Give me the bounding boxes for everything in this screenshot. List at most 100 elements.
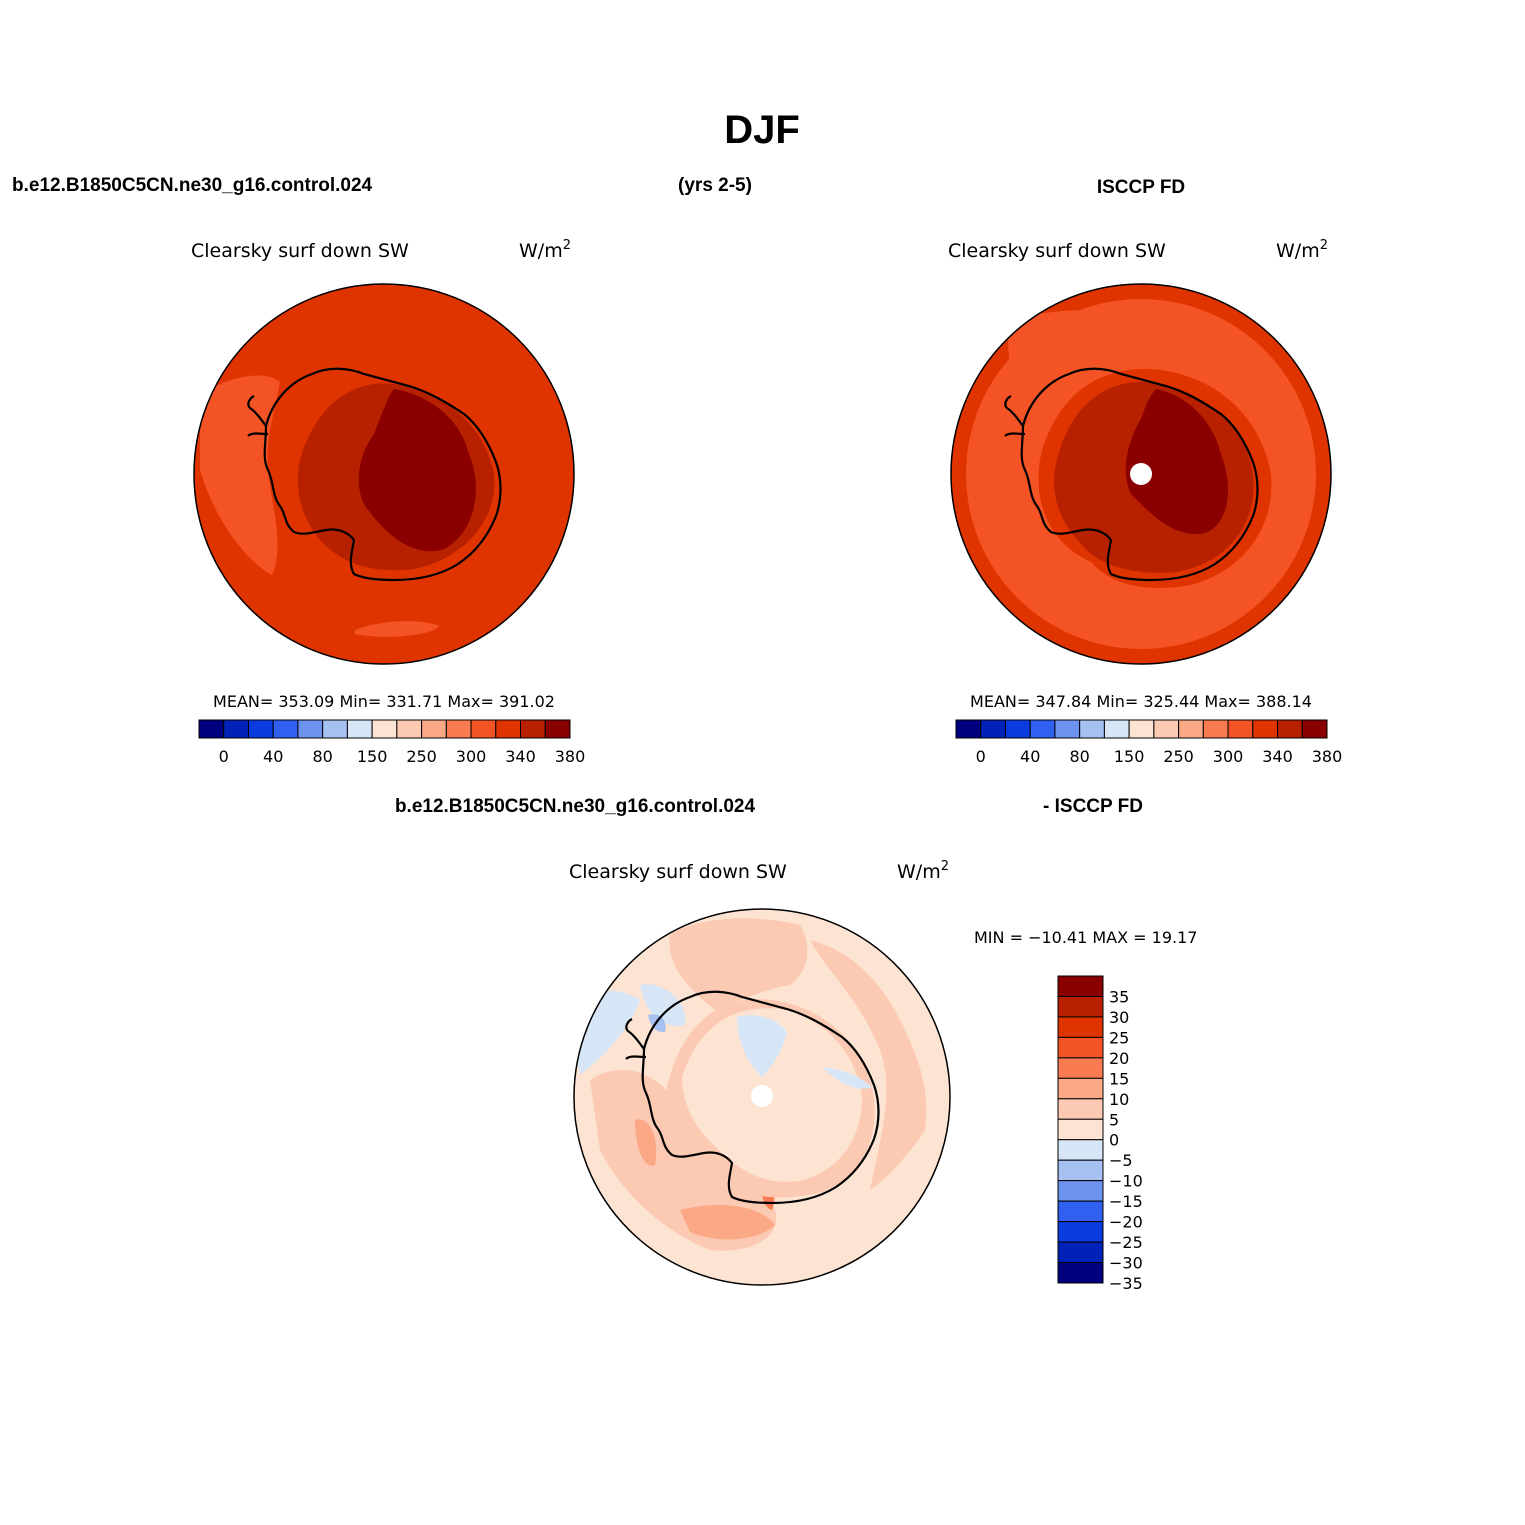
diff-colorbar-tick-label: −10 [1109, 1172, 1143, 1191]
obs-name-label: ISCCP FD [1097, 177, 1185, 198]
obs-map-field [951, 284, 1331, 664]
diff-stats-label: MIN = −10.41 MAX = 19.17 [974, 928, 1197, 947]
obs-colorbar-box [1029, 719, 1056, 739]
model-colorbar-box [371, 719, 398, 739]
model-stats-label: MEAN= 353.09 Min= 331.71 Max= 391.02 [213, 692, 555, 711]
obs-colorbar-box [1079, 719, 1105, 739]
obs-colorbar-box [1178, 719, 1204, 739]
obs-colorbar-box [1277, 719, 1303, 739]
diff-colorbar-box [1057, 1016, 1104, 1038]
model-colorbar-box [421, 719, 447, 739]
obs-colorbar-box [1128, 719, 1155, 739]
diff-units-label: W/m2 [897, 859, 949, 883]
diff-colorbar-tick-label: 10 [1109, 1090, 1129, 1109]
diff-case-name-label: b.e12.B1850C5CN.ne30_g16.control.024 [395, 796, 756, 817]
obs-colorbar-tick-label: 250 [1163, 747, 1194, 766]
obs-colorbar-tick-label: 80 [1069, 747, 1089, 766]
model-colorbar-box [198, 719, 225, 739]
diff-colorbar-box [1057, 995, 1104, 1018]
model-colorbar-box [544, 719, 571, 739]
case-name-label: b.e12.B1850C5CN.ne30_g16.control.024 [12, 175, 373, 196]
model-colorbar-tick-label: 380 [555, 747, 586, 766]
diff-colorbar-tick-label: −30 [1109, 1254, 1143, 1273]
model-colorbar-tick-label: 0 [219, 747, 229, 766]
obs-map-panel: Clearsky surf down SW W/m2 MEAN= 347.84 … [948, 238, 1343, 766]
diff-colorbar-tick-label: −5 [1109, 1151, 1133, 1170]
obs-colorbar-box [1227, 719, 1254, 739]
obs-stats-label: MEAN= 347.84 Min= 325.44 Max= 388.14 [970, 692, 1312, 711]
diff-map-border [573, 908, 951, 1286]
diff-colorbar-tick-label: 0 [1109, 1131, 1119, 1150]
pole-hole [1130, 463, 1152, 485]
obs-colorbar-box [980, 719, 1006, 739]
diff-colorbar-box [1057, 1200, 1104, 1223]
obs-variable-label: Clearsky surf down SW [948, 240, 1166, 262]
diff-colorbar-box [1057, 975, 1104, 997]
model-colorbar-box [445, 719, 472, 739]
obs-colorbar-tick-label: 380 [1312, 747, 1343, 766]
diff-colorbar-box [1057, 1241, 1104, 1264]
model-colorbar-box [346, 719, 373, 739]
diff-colorbar-box [1057, 1057, 1104, 1079]
obs-colorbar-box [1054, 719, 1081, 739]
model-colorbar-box [322, 719, 348, 739]
diff-map-field [574, 909, 950, 1285]
obs-colorbar-box [1301, 719, 1328, 739]
diff-colorbar-tick-label: −20 [1109, 1213, 1143, 1232]
obs-colorbar-tick-label: 0 [976, 747, 986, 766]
model-colorbar-box [470, 719, 497, 739]
obs-map-border [950, 283, 1332, 665]
model-colorbar-tick-label: 250 [406, 747, 437, 766]
diff-colorbar-box [1057, 1036, 1104, 1059]
obs-colorbar: 0 40 80 150 250 300 340 380 [955, 719, 1343, 766]
diff-colorbar-box [1057, 1180, 1104, 1202]
model-map-panel: Clearsky surf down SW W/m2 MEAN= 353.09 … [191, 238, 586, 766]
model-colorbar-tick-label: 80 [312, 747, 332, 766]
model-colorbar-tick-label: 150 [357, 747, 388, 766]
diff-colorbar-tick-label: 35 [1109, 987, 1129, 1006]
model-colorbar-box [272, 719, 299, 739]
diff-colorbar-box [1057, 1221, 1104, 1243]
model-colorbar: 0 40 80 150 250 300 340 380 [198, 719, 586, 766]
obs-units-label: W/m2 [1276, 238, 1328, 262]
obs-colorbar-box [1004, 719, 1031, 739]
page-title: DJF [724, 108, 800, 152]
diff-colorbar-box [1057, 1159, 1104, 1182]
diff-colorbar-tick-label: −25 [1109, 1233, 1143, 1252]
diff-colorbar-box [1057, 1077, 1104, 1100]
model-colorbar-box [495, 719, 522, 739]
diff-colorbar-tick-label: 20 [1109, 1049, 1129, 1068]
obs-colorbar-box [1103, 719, 1130, 739]
obs-colorbar-tick-label: 300 [1213, 747, 1244, 766]
model-colorbar-box [247, 719, 274, 739]
obs-colorbar-box [1153, 719, 1180, 739]
model-colorbar-box [223, 719, 249, 739]
diff-colorbar-box [1057, 1118, 1104, 1141]
diff-colorbar-tick-label: 15 [1109, 1069, 1129, 1088]
diff-colorbar-tick-label: −15 [1109, 1192, 1143, 1211]
model-colorbar-tick-label: 40 [263, 747, 283, 766]
obs-colorbar-tick-label: 340 [1262, 747, 1293, 766]
diff-map-panel: Clearsky surf down SW W/m2 MIN = [569, 859, 1197, 1293]
model-colorbar-tick-label: 340 [505, 747, 536, 766]
model-variable-label: Clearsky surf down SW [191, 240, 409, 262]
model-colorbar-box [297, 719, 324, 739]
diff-colorbar-tick-label: 5 [1109, 1110, 1119, 1129]
diff-pole-hole [751, 1085, 773, 1107]
diff-colorbar-tick-label: −35 [1109, 1274, 1143, 1293]
obs-colorbar-tick-label: 150 [1114, 747, 1145, 766]
diff-colorbar-box [1057, 1139, 1104, 1161]
diff-variable-label: Clearsky surf down SW [569, 861, 787, 883]
obs-colorbar-box [955, 719, 982, 739]
diff-obs-name-label: - ISCCP FD [1043, 796, 1143, 817]
obs-colorbar-tick-label: 40 [1020, 747, 1040, 766]
diff-colorbar-tick-label: 30 [1109, 1008, 1129, 1027]
diff-colorbar-box [1057, 1262, 1104, 1284]
model-map-field [194, 284, 574, 664]
obs-colorbar-box [1202, 719, 1229, 739]
model-colorbar-box [396, 719, 423, 739]
years-label: (yrs 2-5) [678, 175, 752, 196]
model-map-border [193, 283, 575, 665]
obs-colorbar-box [1252, 719, 1279, 739]
